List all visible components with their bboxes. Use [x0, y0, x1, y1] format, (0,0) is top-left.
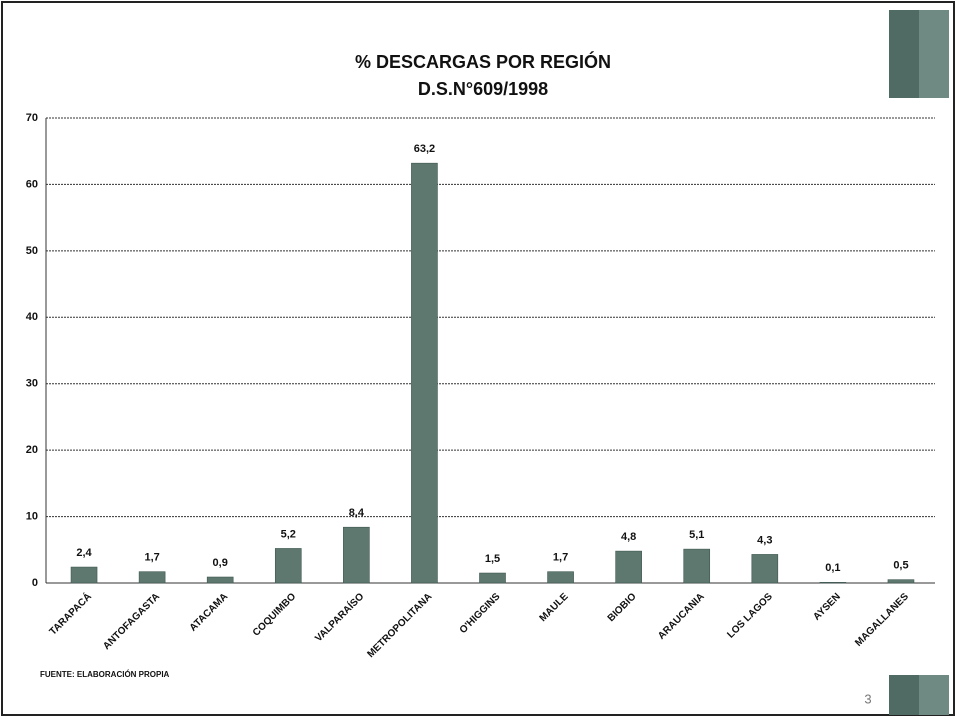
page-number: 3 — [864, 691, 871, 706]
value-label: 0,1 — [825, 562, 840, 574]
value-label: 0,9 — [213, 557, 228, 569]
y-tick-label: 30 — [26, 378, 38, 390]
value-label: 2,4 — [76, 547, 92, 559]
bar — [819, 582, 847, 584]
bar — [70, 566, 98, 584]
y-tick-label: 70 — [26, 112, 38, 124]
value-label: 1,7 — [144, 552, 159, 564]
bar — [751, 554, 779, 584]
y-tick-label: 50 — [26, 245, 38, 257]
y-tick-label: 10 — [26, 510, 38, 522]
corner-decoration — [919, 10, 949, 98]
value-label: 5,2 — [281, 528, 296, 540]
bar — [343, 526, 370, 584]
value-label: 4,3 — [757, 534, 772, 546]
value-label: 8,4 — [349, 507, 365, 519]
chart-title: % DESCARGAS POR REGIÓN — [355, 51, 611, 72]
bar — [683, 548, 711, 584]
bar — [615, 550, 642, 584]
y-tick-label: 40 — [26, 311, 38, 323]
bar — [411, 162, 438, 584]
bar — [887, 579, 915, 584]
value-label: 63,2 — [414, 143, 435, 155]
value-label: 1,5 — [485, 553, 500, 565]
value-label: 4,8 — [621, 531, 636, 543]
bar — [547, 571, 574, 584]
value-label: 5,1 — [689, 529, 704, 541]
value-label: 1,7 — [553, 552, 568, 564]
y-tick-label: 0 — [32, 577, 38, 589]
chart-subtitle: D.S.N°609/1998 — [418, 79, 548, 99]
bar — [479, 572, 506, 584]
corner-decoration — [919, 675, 949, 715]
y-tick-label: 60 — [26, 178, 38, 190]
bar — [274, 548, 302, 584]
bar — [206, 576, 234, 584]
y-tick-label: 20 — [26, 444, 38, 456]
source-note: FUENTE: ELABORACIÓN PROPIA — [40, 670, 170, 679]
value-label: 0,5 — [893, 560, 908, 572]
bar — [138, 571, 166, 584]
